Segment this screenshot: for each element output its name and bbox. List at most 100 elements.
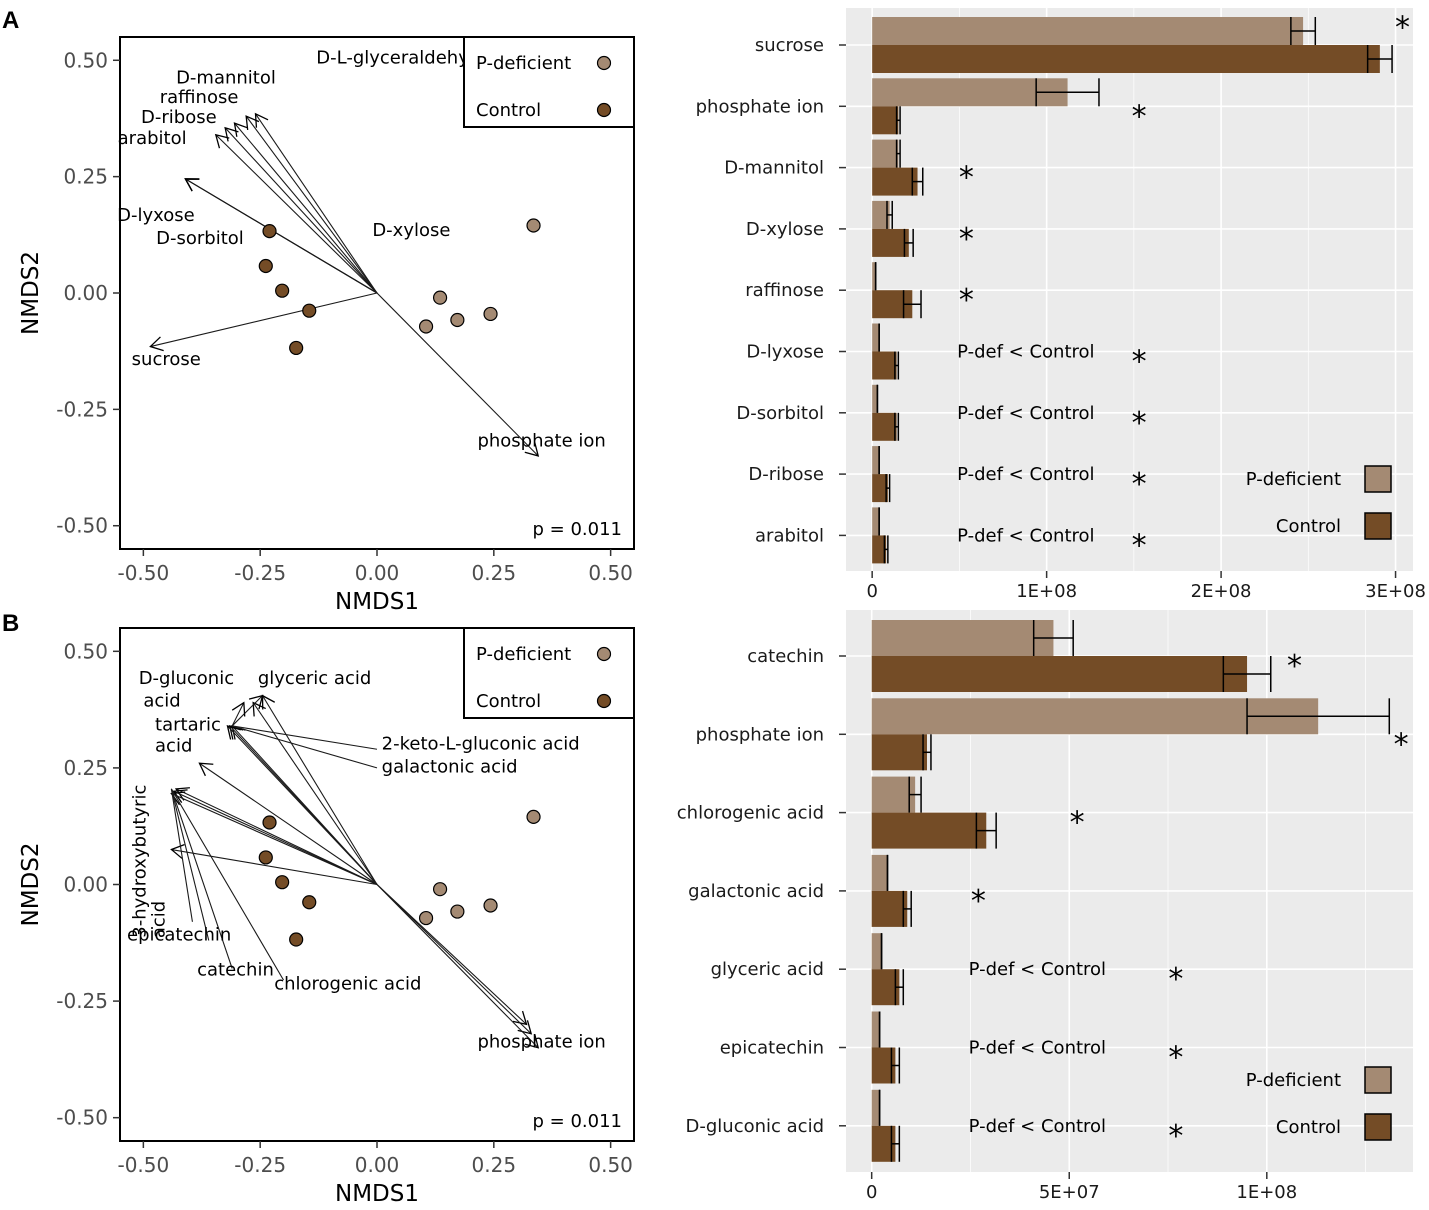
- arrow-label: acid: [155, 736, 192, 757]
- arrow-label: arabitol: [118, 128, 187, 149]
- point-control: [262, 815, 277, 830]
- y-axis-title: NMDS2: [18, 843, 44, 927]
- arrow-label: epicatechin: [127, 924, 231, 945]
- loading-arrow: [261, 694, 378, 885]
- y-tick-label: -0.25: [56, 989, 108, 1013]
- x-tick-label: 0: [866, 581, 877, 602]
- significance-star: *: [1287, 649, 1302, 684]
- y-tick-label: -0.25: [56, 397, 108, 421]
- significance-note: P-def < Control: [969, 1038, 1106, 1059]
- significance-star: *: [1168, 1119, 1183, 1154]
- legend-label: Control: [476, 100, 541, 121]
- significance-note: P-def < Control: [957, 464, 1094, 485]
- arrow-label: phosphate ion: [477, 1032, 605, 1053]
- bar-p-deficient: [871, 776, 916, 813]
- arrow-label: D-lyxose: [117, 205, 195, 226]
- x-tick-label: 0.25: [472, 561, 517, 585]
- category-label: phosphate ion: [696, 724, 824, 745]
- y-tick-label: 0.25: [63, 756, 108, 780]
- point-p-deficient: [432, 290, 448, 305]
- significance-star: *: [1132, 406, 1147, 441]
- significance-star: *: [971, 884, 986, 919]
- loading-arrow: [233, 122, 378, 294]
- y-tick-label: -0.50: [56, 1106, 108, 1130]
- bar-p-deficient: [871, 854, 888, 891]
- loading-arrow: [226, 724, 378, 885]
- bar-control: [871, 890, 908, 927]
- bar-control: [872, 351, 897, 380]
- x-tick-label: -0.50: [117, 1153, 169, 1177]
- significance-star: *: [959, 161, 974, 196]
- legend-key-control: [1364, 1113, 1392, 1141]
- point-p-deficient: [526, 809, 541, 824]
- legend-key-p-deficient: [1364, 465, 1392, 493]
- y-tick-label: 0.00: [63, 281, 108, 305]
- significance-star: *: [1395, 10, 1410, 45]
- x-tick-label: -0.25: [234, 1153, 286, 1177]
- arrow-label: catechin: [197, 959, 274, 980]
- loading-arrow: [184, 178, 378, 294]
- bar-control: [871, 656, 1248, 692]
- y-tick-label: -0.50: [56, 514, 108, 538]
- label-leader-line: [170, 788, 210, 941]
- bar-control: [871, 812, 987, 849]
- bar-p-deficient: [872, 446, 880, 475]
- point-control: [302, 303, 317, 318]
- bar-p-deficient: [872, 139, 899, 168]
- x-tick-label: -0.25: [234, 561, 286, 585]
- label-leader-line: [231, 701, 246, 727]
- bar-control: [872, 106, 899, 135]
- category-label: phosphate ion: [696, 96, 824, 117]
- category-label: D-ribose: [748, 464, 824, 485]
- legend-label: Control: [1276, 516, 1341, 537]
- label-leader-line: [170, 788, 193, 922]
- loading-arrow: [170, 844, 378, 886]
- loading-arrow: [376, 884, 533, 1035]
- bar-control: [872, 535, 887, 564]
- y-tick-label: 0.00: [63, 873, 108, 897]
- loading-arrow: [170, 791, 378, 886]
- category-label: D-gluconic acid: [686, 1116, 824, 1137]
- arrow-label: galactonic acid: [382, 757, 518, 778]
- point-control: [289, 340, 304, 356]
- point-control: [258, 258, 273, 274]
- category-label: epicatechin: [720, 1038, 824, 1059]
- y-tick-label: 0.25: [63, 165, 108, 189]
- arrow-label: D-gluconic: [139, 668, 234, 689]
- legend-key-p-deficient: [596, 646, 612, 662]
- x-tick-label: -0.50: [117, 561, 169, 585]
- arrow-label: sucrose: [132, 349, 201, 370]
- significance-star: *: [1394, 727, 1409, 762]
- panel-label-b: B: [2, 610, 19, 637]
- label-leader-line: [170, 788, 233, 969]
- bar-p-deficient: [872, 507, 880, 536]
- category-label: D-sorbitol: [736, 403, 824, 424]
- significance-star: *: [1132, 467, 1147, 502]
- arrow-label: chlorogenic acid: [274, 973, 421, 994]
- loading-arrow: [376, 884, 540, 1049]
- bar-control: [872, 45, 1380, 73]
- point-control: [262, 223, 277, 239]
- bar-control: [872, 167, 918, 196]
- significance-star: *: [1168, 1041, 1183, 1076]
- category-label: arabitol: [755, 525, 824, 546]
- significance-star: *: [1070, 806, 1085, 841]
- loading-arrow: [149, 292, 378, 352]
- significance-note: P-def < Control: [969, 1116, 1106, 1137]
- significance-star: *: [1168, 962, 1183, 997]
- bar-p-deficient: [872, 262, 876, 291]
- x-tick-label: 1E+08: [1236, 1182, 1297, 1203]
- category-label: D-xylose: [746, 219, 824, 240]
- bar-control: [871, 734, 927, 771]
- significance-star: *: [1132, 345, 1147, 380]
- point-control: [289, 932, 304, 947]
- point-control: [258, 850, 273, 865]
- significance-note: P-def < Control: [957, 525, 1094, 546]
- x-tick-label: 3E+08: [1365, 581, 1426, 602]
- legend-key-control: [596, 102, 612, 118]
- label-leader-line: [231, 725, 378, 769]
- arrow-label: acid: [143, 690, 180, 711]
- bar-p-deficient: [872, 200, 890, 229]
- category-label: catechin: [747, 646, 824, 667]
